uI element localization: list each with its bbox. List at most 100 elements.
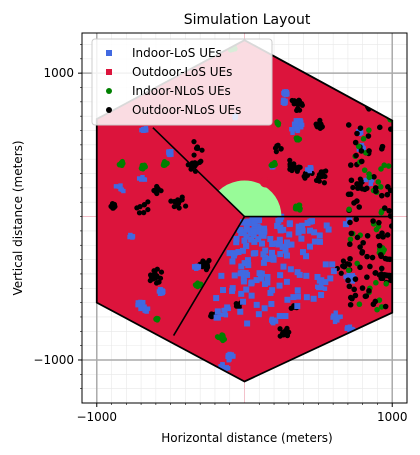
ue-point (367, 263, 373, 270)
ue-point (364, 232, 371, 239)
legend-marker (106, 107, 112, 113)
ue-point (229, 285, 236, 292)
ue-point (307, 227, 314, 234)
ue-point (381, 162, 388, 169)
ue-point (191, 139, 197, 145)
ue-point (229, 352, 234, 357)
ue-point (358, 148, 365, 154)
ue-point (230, 252, 237, 259)
ue-point (277, 251, 284, 258)
ue-point (373, 279, 379, 286)
ue-point (240, 298, 247, 305)
ue-point (279, 243, 286, 250)
ue-point (243, 233, 250, 240)
ue-point (282, 247, 289, 254)
ue-point (264, 274, 271, 281)
ue-point (332, 319, 338, 325)
ue-point (286, 231, 293, 238)
ue-point (145, 199, 151, 205)
ue-point (250, 250, 257, 257)
ue-point (118, 186, 123, 192)
ue-point (121, 188, 126, 194)
ue-point (120, 160, 126, 167)
ue-point (366, 148, 372, 154)
ue-point (315, 284, 320, 289)
ue-point (108, 203, 114, 209)
ue-point (334, 314, 339, 319)
ue-point (299, 227, 306, 234)
ue-point (294, 126, 300, 131)
ue-point (294, 303, 301, 310)
ue-point (191, 152, 197, 158)
ue-point (357, 125, 364, 131)
ue-point (223, 313, 229, 318)
ue-point (345, 325, 351, 331)
ue-point (296, 271, 303, 278)
ue-point (261, 280, 268, 287)
ue-point (295, 229, 302, 236)
ue-point (335, 318, 340, 323)
ue-point (343, 274, 348, 279)
ue-point (194, 144, 200, 151)
ue-point (303, 253, 310, 260)
ue-point (375, 179, 382, 185)
ue-point (303, 294, 310, 301)
ue-point (267, 236, 274, 243)
ue-point (342, 221, 349, 228)
ue-point (284, 252, 290, 259)
ue-point (262, 247, 269, 254)
ue-point (364, 253, 370, 260)
ue-point (141, 202, 148, 208)
ue-point (282, 313, 289, 320)
ue-point (357, 264, 363, 271)
ue-point (251, 215, 258, 222)
ue-point (276, 120, 282, 126)
ue-point (286, 329, 292, 335)
ue-point (350, 273, 356, 278)
x-tick-label: 1000 (377, 410, 408, 424)
ue-point (144, 309, 149, 314)
ue-point (379, 275, 385, 281)
ue-point (203, 267, 210, 273)
legend-label: Outdoor-LoS UEs (132, 65, 232, 79)
ue-point (275, 142, 281, 148)
base-station-marker (259, 176, 271, 188)
ue-point (382, 255, 389, 262)
legend-marker (106, 50, 112, 56)
ue-point (157, 291, 163, 297)
ue-point (112, 203, 118, 210)
ue-point (269, 250, 276, 257)
ue-point (347, 274, 352, 280)
ue-point (347, 255, 353, 262)
ue-point (350, 184, 356, 191)
ue-point (203, 261, 209, 267)
ue-point (248, 236, 255, 243)
ue-point (287, 157, 293, 163)
ue-point (265, 255, 272, 262)
ue-point (251, 238, 258, 245)
ue-point (333, 310, 338, 315)
ue-point (298, 235, 305, 242)
ue-point (238, 290, 245, 297)
ue-point (345, 122, 352, 128)
ue-point (360, 239, 366, 246)
ue-point (183, 203, 189, 209)
ue-point (322, 261, 329, 268)
ue-point (141, 162, 148, 168)
ue-point (237, 226, 244, 233)
ue-point (299, 249, 306, 256)
ue-point (277, 227, 284, 234)
ue-point (269, 287, 276, 294)
ue-point (376, 242, 383, 249)
ue-point (365, 133, 372, 139)
ue-point (275, 241, 282, 248)
ue-point (260, 251, 267, 258)
ue-point (270, 254, 277, 261)
ue-point (385, 184, 391, 190)
ue-point (347, 301, 354, 308)
ue-point (153, 272, 159, 278)
ue-point (220, 287, 227, 294)
ue-point (327, 275, 334, 282)
ue-point (154, 266, 160, 272)
